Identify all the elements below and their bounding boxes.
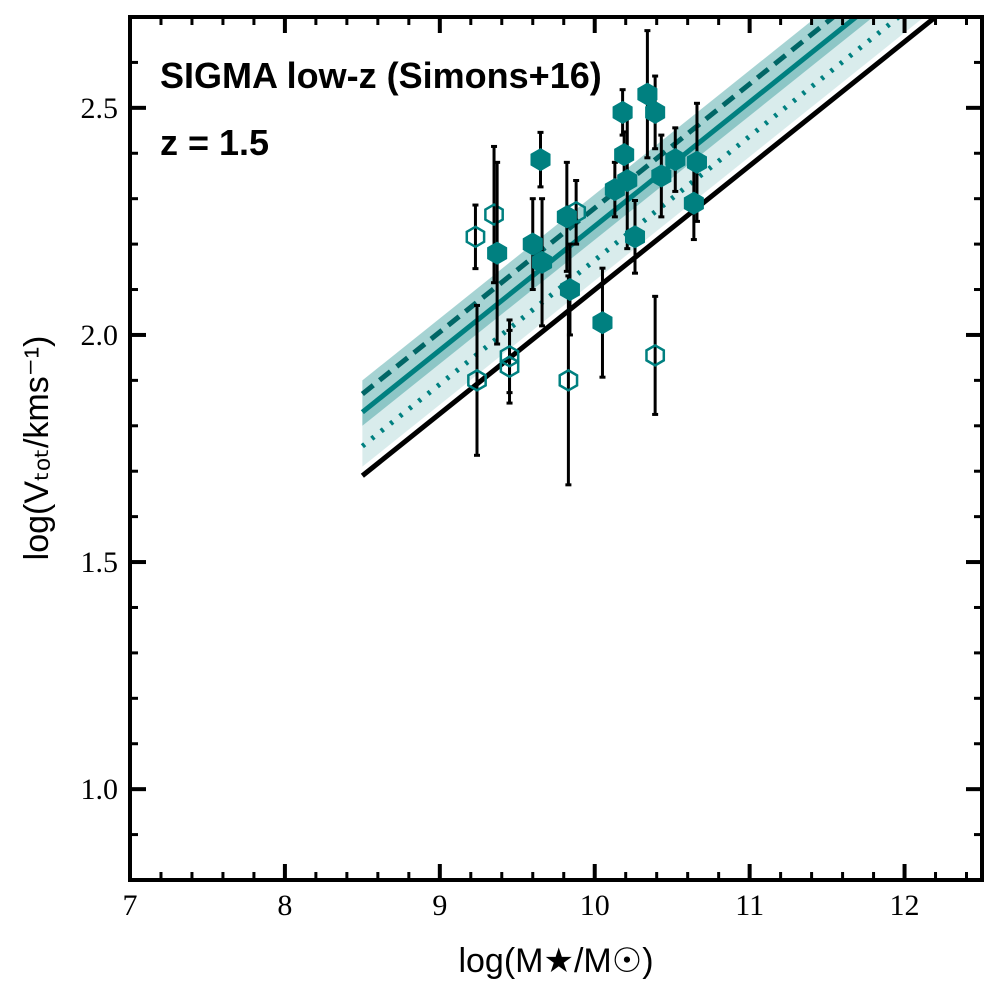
annotation: SIGMA low-z (Simons+16)	[160, 55, 602, 96]
point	[614, 143, 635, 167]
point	[665, 148, 686, 172]
point	[624, 225, 646, 249]
x-tick-label: 8	[277, 889, 292, 922]
plot-area	[360, 17, 940, 487]
point	[484, 203, 504, 227]
point	[465, 225, 486, 249]
point	[487, 241, 508, 265]
x-tick-label: 9	[432, 889, 447, 922]
fit-line	[360, 17, 940, 478]
annotation: z = 1.5	[160, 122, 269, 163]
point	[645, 343, 666, 367]
x-tick-label: 10	[580, 889, 610, 922]
point	[637, 82, 658, 106]
y-tick-label: 1.5	[81, 546, 119, 579]
point	[612, 100, 633, 124]
y-tick-label: 2.5	[81, 92, 119, 125]
point	[559, 277, 580, 302]
x-tick-label: 7	[123, 889, 138, 922]
point	[530, 148, 551, 172]
point	[532, 250, 553, 274]
point	[686, 150, 707, 174]
x-axis-label: log(M★/M☉)	[458, 942, 653, 980]
x-tick-label: 11	[735, 889, 764, 922]
fit-line	[360, 17, 838, 396]
point	[467, 368, 487, 392]
point	[499, 344, 520, 368]
y-tick-label: 1.0	[81, 773, 119, 806]
frame	[128, 15, 984, 882]
point	[683, 191, 704, 215]
point	[592, 311, 613, 335]
point	[617, 168, 638, 193]
x-tick-label: 12	[890, 889, 920, 922]
point	[499, 355, 520, 379]
point	[651, 164, 672, 188]
band	[362, 17, 874, 426]
fit-line	[360, 17, 903, 449]
point	[645, 100, 666, 124]
y-axis-label: log(Vₜₒₜ/kms⁻¹)	[18, 336, 56, 561]
y-tick-label: 2.0	[81, 319, 119, 352]
point	[558, 368, 579, 392]
point	[556, 205, 577, 229]
point	[522, 232, 543, 256]
